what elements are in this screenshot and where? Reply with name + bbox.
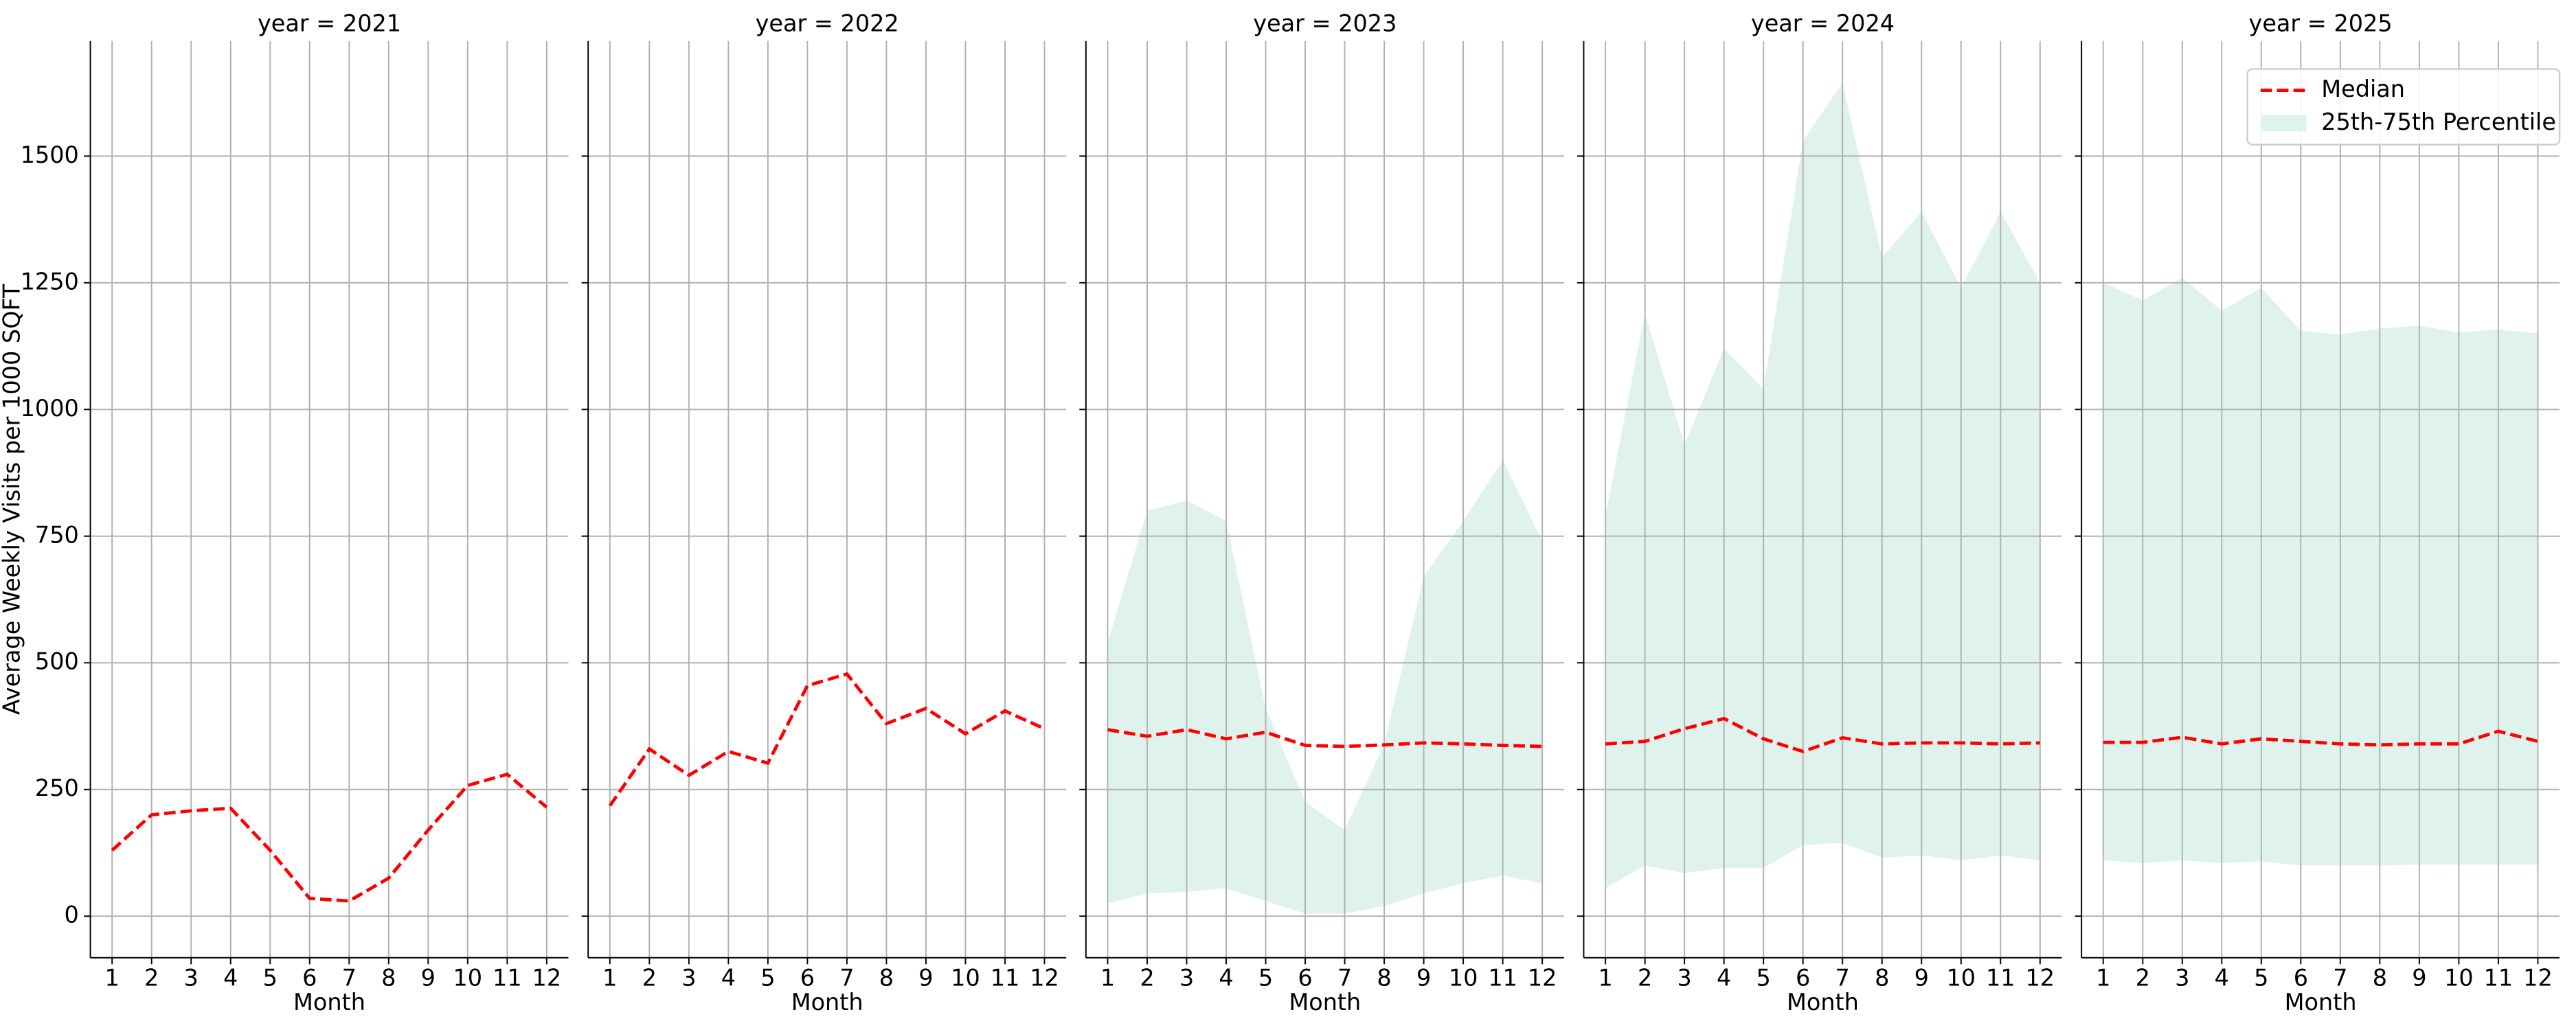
x-tick-label: 11 [2484, 964, 2513, 991]
x-tick-label: 5 [2254, 964, 2268, 991]
median-line [1605, 716, 2040, 753]
x-axis-label: Month [1289, 989, 1361, 1016]
x-tick-label: 2 [642, 964, 657, 991]
y-tick-label: 1000 [21, 395, 79, 422]
legend-label: 25th-75th Percentile [2321, 108, 2556, 135]
x-tick-label: 2 [144, 964, 159, 991]
x-tick-label: 7 [342, 964, 357, 991]
panel-title: year = 2022 [756, 10, 899, 36]
x-tick-label: 5 [1258, 964, 1273, 991]
panel-title: year = 2025 [2249, 10, 2393, 36]
x-tick-label: 4 [1717, 964, 1731, 991]
x-axis-label: Month [1787, 989, 1859, 1016]
x-tick-label: 2 [1140, 964, 1154, 991]
x-tick-label: 5 [760, 964, 775, 991]
y-tick-label: 250 [35, 775, 79, 801]
x-tick-label: 10 [1946, 964, 1976, 991]
x-tick-label: 2 [2136, 964, 2150, 991]
x-tick-label: 9 [918, 964, 933, 991]
median-line [2103, 729, 2539, 747]
x-tick-label: 5 [1756, 964, 1771, 991]
y-tick-label: 0 [65, 902, 79, 928]
x-tick-label: 12 [2026, 964, 2055, 991]
y-axis-label: Average Weekly Visits per 1000 SQFT [0, 284, 25, 715]
legend-frame [2246, 68, 2561, 146]
x-tick-label: 3 [2175, 964, 2189, 991]
median-line [1107, 728, 1543, 748]
x-tick-label: 9 [1416, 964, 1431, 991]
x-tick-label: 7 [1835, 964, 1850, 991]
panel-title: year = 2024 [1751, 10, 1895, 36]
x-tick-label: 7 [839, 964, 854, 991]
x-tick-label: 9 [421, 964, 436, 991]
x-tick-label: 10 [2444, 964, 2474, 991]
x-tick-label: 6 [2294, 964, 2308, 991]
y-tick-label: 1500 [21, 141, 79, 168]
x-tick-label: 1 [1598, 964, 1612, 991]
x-tick-label: 4 [1219, 964, 1233, 991]
percentile-band [1107, 460, 1543, 914]
x-tick-label: 4 [223, 964, 238, 991]
x-tick-label: 8 [2373, 964, 2387, 991]
x-tick-label: 1 [105, 964, 120, 991]
y-tick-label: 750 [35, 521, 79, 548]
legend: Median 25th-75th Percentile [2246, 68, 2561, 146]
x-tick-label: 10 [1449, 964, 1478, 991]
x-tick-label: 11 [493, 964, 522, 991]
x-axis-label: Month [293, 989, 365, 1016]
x-tick-label: 8 [879, 964, 894, 991]
x-tick-label: 7 [2333, 964, 2347, 991]
x-tick-label: 10 [951, 964, 980, 991]
x-tick-label: 5 [263, 964, 278, 991]
legend-swatch [2260, 115, 2307, 132]
median-line [111, 772, 548, 903]
panel-title: year = 2023 [1253, 10, 1397, 36]
x-tick-label: 1 [2096, 964, 2110, 991]
y-tick-label: 1250 [21, 268, 79, 295]
x-tick-label: 3 [184, 964, 199, 991]
x-tick-label: 3 [1179, 964, 1194, 991]
x-tick-label: 4 [2215, 964, 2229, 991]
x-tick-label: 11 [1986, 964, 2015, 991]
x-axis-label: Month [2285, 989, 2357, 1016]
x-tick-label: 9 [2412, 964, 2426, 991]
percentile-band [2103, 277, 2538, 866]
x-tick-label: 1 [1100, 964, 1115, 991]
x-tick-label: 8 [381, 964, 396, 991]
x-tick-label: 7 [1337, 964, 1352, 991]
x-tick-label: 6 [800, 964, 815, 991]
x-tick-label: 1 [602, 964, 617, 991]
x-tick-label: 11 [991, 964, 1020, 991]
x-tick-label: 3 [681, 964, 696, 991]
x-tick-label: 3 [1677, 964, 1692, 991]
x-tick-label: 6 [302, 964, 317, 991]
x-tick-label: 4 [721, 964, 736, 991]
x-tick-label: 6 [1796, 964, 1810, 991]
x-axis-label: Month [791, 989, 863, 1016]
x-tick-label: 8 [1875, 964, 1889, 991]
x-tick-label: 12 [532, 964, 562, 991]
x-tick-label: 12 [1528, 964, 1557, 991]
legend-label: Median [2321, 76, 2405, 102]
x-tick-label: 12 [2523, 964, 2553, 991]
median-line [608, 672, 1046, 807]
x-tick-label: 9 [1914, 964, 1929, 991]
panel-title: year = 2021 [258, 10, 401, 36]
y-tick-label: 500 [35, 648, 79, 675]
x-tick-label: 2 [1638, 964, 1652, 991]
x-tick-label: 10 [453, 964, 483, 991]
x-tick-label: 6 [1298, 964, 1312, 991]
x-tick-label: 12 [1030, 964, 1059, 991]
x-tick-label: 8 [1377, 964, 1391, 991]
percentile-band [1605, 82, 2040, 889]
x-tick-label: 11 [1488, 964, 1517, 991]
